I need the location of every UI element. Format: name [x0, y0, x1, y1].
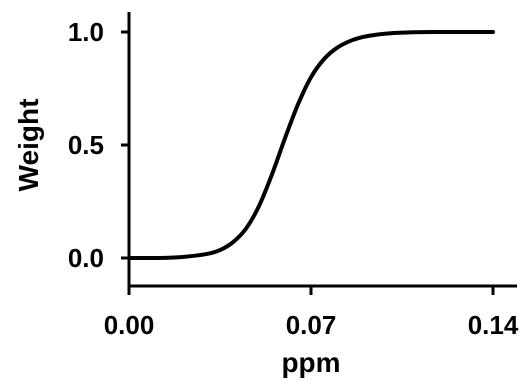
- x-tick-label: 0.14: [468, 310, 519, 340]
- ticks: [121, 30, 495, 295]
- x-tick-label: 0.00: [104, 310, 155, 340]
- x-tick-label: 0.07: [286, 310, 337, 340]
- y-tick-label: 0.0: [68, 243, 104, 273]
- y-axis-title: Weight: [13, 99, 44, 192]
- axes: [127, 12, 517, 288]
- series: [127, 29, 495, 261]
- y-tick-label: 0.5: [68, 130, 104, 160]
- x-axis-title: ppm: [281, 347, 340, 378]
- y-tick-label: 1.0: [68, 17, 104, 47]
- series-line: [127, 29, 495, 261]
- tick-labels: 0.0 0.5 1.0 0.00 0.07 0.14: [68, 17, 519, 340]
